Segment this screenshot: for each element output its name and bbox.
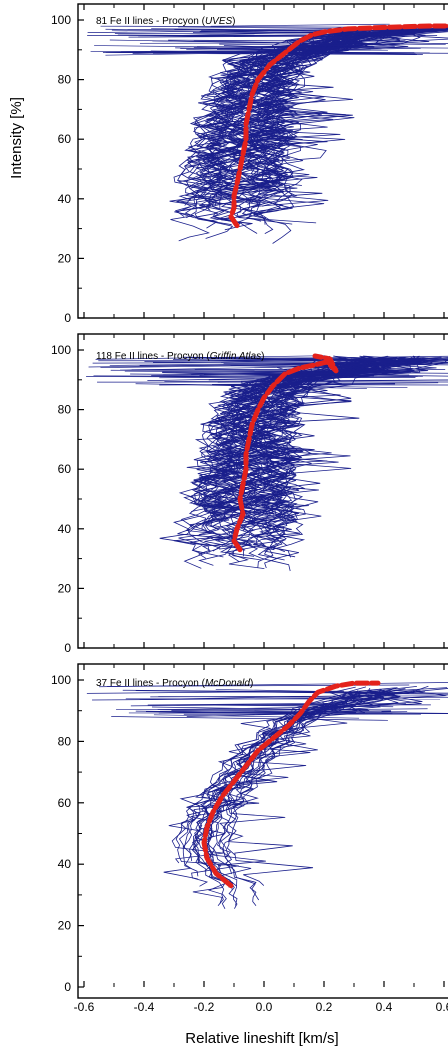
line-profile-wing (162, 372, 448, 377)
y-tick-label: 40 (58, 192, 72, 206)
y-tick-label: 20 (58, 919, 72, 933)
line-profile (204, 359, 360, 542)
panel-1-ticks: 0 20 40 60 80 100 (51, 4, 445, 325)
panel-2-mean-bisector (231, 353, 339, 553)
line-profile (250, 357, 448, 547)
line-profile-wing (86, 690, 344, 694)
x-tick-label: -0.4 (134, 1000, 155, 1014)
y-tick-label: 0 (64, 641, 71, 655)
line-profile-wing (153, 714, 360, 719)
line-profile-wing (111, 716, 388, 721)
line-profile-wing (86, 376, 416, 379)
line-profile (175, 687, 371, 887)
y-tick-label: 60 (58, 796, 72, 810)
line-profile (192, 689, 393, 909)
panel-3-ticks: 0 20 40 60 80 100 -0.6 -0.4 -0.2 0.0 0.2 0.4 0.6 (51, 664, 448, 1014)
line-profile-wing (130, 373, 374, 377)
line-profile-wing (210, 23, 390, 27)
panel-3-title: 37 Fe II lines - Procyon (McDonald) (96, 678, 253, 689)
x-tick-label: 0.0 (256, 1000, 273, 1014)
line-profile-wing (173, 704, 394, 708)
line-profile (197, 357, 400, 528)
panel-1-title: 81 Fe II lines - Procyon (UVES) (96, 16, 236, 27)
line-profile-wing (162, 370, 398, 373)
line-profile-wing (105, 28, 414, 33)
line-profile-wing (201, 30, 419, 35)
y-tick-label: 60 (58, 132, 72, 146)
line-profile (219, 691, 400, 906)
line-profile-wing (135, 710, 393, 715)
y-tick-label: 20 (58, 251, 72, 265)
panel-1-mean-bisector (228, 23, 448, 229)
line-profile-wing (150, 695, 448, 698)
line-profile-wing (147, 702, 329, 706)
line-profile-wing (178, 26, 332, 29)
line-profile-wing (180, 46, 375, 49)
x-tick-label: 0.2 (316, 1000, 333, 1014)
panel-2-line-profiles (86, 355, 448, 572)
panel-2-ticks: 0 20 40 60 80 100 (51, 334, 445, 655)
line-profile-wing (92, 361, 448, 364)
line-profile (203, 691, 447, 906)
line-profile-wing (230, 365, 446, 370)
line-profile (214, 361, 421, 550)
line-profile (245, 32, 390, 204)
line-profile (222, 689, 399, 863)
line-profile (199, 26, 448, 206)
y-tick-label: 0 (64, 980, 71, 994)
line-profile-wing (208, 376, 418, 381)
line-profile-wing (147, 376, 325, 381)
y-tick-label: 100 (51, 13, 71, 27)
y-tick-label: 100 (51, 343, 71, 357)
y-tick-label: 0 (64, 311, 71, 325)
line-profile (194, 30, 349, 226)
line-profile-wing (100, 25, 370, 28)
line-profile-wing (212, 382, 439, 385)
y-tick-label: 60 (58, 462, 72, 476)
line-profile (227, 690, 426, 886)
line-profile (178, 355, 336, 555)
line-profile (169, 28, 408, 217)
panel-3-line-profiles (86, 682, 448, 909)
line-profile-wing (95, 355, 326, 360)
line-profile (262, 29, 433, 198)
line-profile-wing (153, 360, 399, 363)
line-profile (243, 29, 448, 222)
line-profile-wing (144, 357, 405, 362)
x-tick-label: -0.2 (194, 1000, 215, 1014)
y-tick-label: 80 (58, 403, 72, 417)
line-profile (260, 30, 405, 192)
x-tick-label: 0.4 (376, 1000, 393, 1014)
x-tick-label: 0.6 (436, 1000, 448, 1014)
line-profile (179, 689, 398, 877)
line-profile (184, 29, 387, 218)
y-tick-label: 100 (51, 673, 71, 687)
line-profile-wing (157, 706, 351, 710)
line-profile (242, 356, 399, 572)
line-profile (226, 688, 448, 856)
y-tick-label: 80 (58, 73, 72, 87)
line-profile-wing (109, 362, 336, 366)
line-profile-wing (130, 703, 406, 707)
line-profile (229, 32, 421, 224)
line-profile-wing (158, 710, 392, 714)
y-tick-label: 40 (58, 857, 72, 871)
line-profile-wing (135, 690, 448, 695)
line-profile-wing (132, 48, 335, 54)
line-profile (175, 29, 434, 222)
x-axis-title: Relative lineshift [km/s] (185, 1030, 338, 1047)
panel-3-mean-bisector (201, 680, 381, 889)
line-profile-wing (152, 52, 423, 56)
y-tick-label: 40 (58, 522, 72, 536)
line-profile (200, 361, 352, 534)
panel-1-line-profiles (87, 23, 448, 244)
x-tick-label: -0.6 (74, 1000, 95, 1014)
y-axis-title: Intensity [%] (8, 97, 25, 179)
line-profile (183, 691, 361, 849)
y-tick-label: 20 (58, 581, 72, 595)
panel-2-title: 118 Fe II lines - Procyon (Griffin Atlas… (96, 351, 264, 362)
y-tick-label: 80 (58, 734, 72, 748)
line-profile-wing (233, 51, 430, 54)
